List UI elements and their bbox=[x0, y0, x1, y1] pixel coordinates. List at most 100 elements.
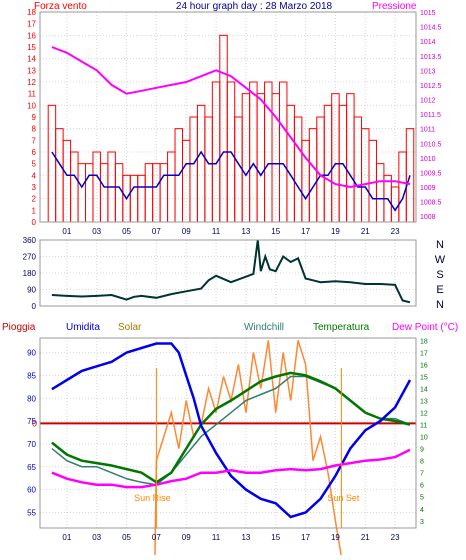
wind-y-tick-label: 15 bbox=[27, 43, 36, 52]
wind-y-tick-label: 8 bbox=[32, 125, 37, 134]
pressure-y-tick-label: 1013.5 bbox=[420, 54, 442, 61]
temperature-y-tick-label: 3 bbox=[420, 519, 424, 526]
temperature-y-tick-label: 18 bbox=[420, 338, 428, 345]
wind-y-tick-label: 14 bbox=[27, 55, 36, 64]
compass-label: N bbox=[436, 299, 444, 311]
x-tick-label: 09 bbox=[182, 533, 191, 542]
humidity-y-tick-label: 70 bbox=[27, 440, 36, 449]
pressure-y-axis: 1008 1008.5 1009 1009.5 1010 1010.5 1011 1011.5… bbox=[420, 10, 442, 221]
compass-label: W bbox=[435, 254, 446, 266]
windchill-label: Windchill bbox=[244, 322, 284, 333]
wind-y-tick-label: 9 bbox=[32, 113, 37, 122]
pressure-y-tick-label: 1012.5 bbox=[420, 83, 442, 90]
pressure-line bbox=[51, 46, 411, 189]
wind-average-line bbox=[51, 150, 411, 212]
wind-y-tick-label: 12 bbox=[27, 78, 36, 87]
temperature-y-tick-label: 6 bbox=[420, 483, 424, 490]
wind-y-tick-label: 0 bbox=[32, 218, 37, 227]
wind-x-axis: 01 03 05 07 09 11 13 15 17 19 21 23 bbox=[62, 227, 400, 236]
x-tick-label: 11 bbox=[212, 533, 221, 542]
solar-label: Solar bbox=[118, 322, 142, 333]
x-tick-label: 17 bbox=[301, 533, 310, 542]
sunrise-annotation: Sun Rise bbox=[134, 493, 171, 503]
temperature-y-tick-label: 7 bbox=[420, 471, 424, 478]
direction-y-tick-label: 90 bbox=[27, 286, 36, 295]
temperature-y-tick-label: 5 bbox=[420, 495, 424, 502]
wind-y-tick-label: 11 bbox=[28, 90, 37, 99]
wind-force-label: Forza vento bbox=[34, 1, 87, 12]
temperature-panel: Pioggia Umidita Solar Windchill Temperat… bbox=[2, 322, 458, 558]
x-tick-label: 03 bbox=[92, 227, 101, 236]
x-tick-label: 01 bbox=[62, 227, 71, 236]
pressure-y-tick-label: 1013 bbox=[420, 68, 436, 75]
wind-y-tick-label: 3 bbox=[32, 183, 37, 192]
rain-value: 0 bbox=[32, 418, 37, 428]
x-tick-label: 19 bbox=[331, 533, 340, 542]
humidity-y-tick-label: 55 bbox=[27, 508, 36, 517]
pressure-y-tick-label: 1012 bbox=[420, 98, 436, 105]
pressure-y-tick-label: 1008.5 bbox=[420, 200, 442, 207]
temperature-y-tick-label: 4 bbox=[420, 507, 424, 514]
wind-y-tick-label: 13 bbox=[27, 66, 36, 75]
pressure-y-tick-label: 1009 bbox=[420, 185, 436, 192]
x-tick-label: 23 bbox=[391, 227, 400, 236]
humidity-label: Umidita bbox=[66, 322, 100, 333]
wind-y-tick-label: 2 bbox=[32, 195, 37, 204]
direction-y-axis: 0 90 180 270 360 bbox=[23, 236, 37, 311]
temperature-x-axis: 01 03 05 07 09 11 13 15 17 19 21 23 bbox=[62, 533, 400, 542]
pressure-y-tick-label: 1015 bbox=[420, 10, 436, 17]
wind-y-tick-label: 4 bbox=[32, 171, 37, 180]
wind-y-tick-label: 17 bbox=[27, 20, 36, 29]
x-tick-label: 07 bbox=[152, 227, 161, 236]
x-tick-label: 15 bbox=[271, 227, 280, 236]
temperature-label: Temperatura bbox=[313, 322, 370, 333]
temperature-y-tick-label: 13 bbox=[420, 399, 428, 406]
wind-y-tick-label: 6 bbox=[32, 148, 37, 157]
direction-plot-frame bbox=[39, 239, 417, 307]
x-tick-label: 01 bbox=[62, 533, 71, 542]
wind-y-tick-label: 18 bbox=[27, 8, 36, 17]
dewpoint-line bbox=[51, 448, 411, 489]
x-tick-label: 09 bbox=[182, 227, 191, 236]
pressure-label: Pressione bbox=[372, 1, 417, 12]
humidity-y-tick-label: 60 bbox=[27, 486, 36, 495]
direction-y-tick-label: 0 bbox=[32, 302, 37, 311]
humidity-y-tick-label: 80 bbox=[27, 394, 36, 403]
direction-y-tick-label: 360 bbox=[23, 236, 37, 245]
wind-y-tick-label: 7 bbox=[32, 136, 37, 145]
temperature-y-tick-label: 9 bbox=[420, 447, 424, 454]
x-tick-label: 05 bbox=[122, 227, 131, 236]
temperature-y-tick-label: 15 bbox=[420, 374, 428, 381]
temperature-y-tick-label: 17 bbox=[420, 350, 428, 357]
chart-title: 24 hour graph day : 28 Marzo 2018 bbox=[176, 1, 333, 12]
solar-line bbox=[51, 340, 410, 558]
pressure-y-tick-label: 1009.5 bbox=[420, 170, 442, 177]
temperature-y-axis: 3 4 5 6 7 8 9 10 11 12 13 14 15 16 17 18 bbox=[420, 338, 428, 525]
pressure-y-tick-label: 1010 bbox=[420, 156, 436, 163]
direction-y-tick-label: 180 bbox=[23, 269, 37, 278]
x-tick-label: 17 bbox=[301, 227, 310, 236]
x-tick-label: 05 bbox=[122, 533, 131, 542]
sunset-annotation: Sun Set bbox=[327, 493, 360, 503]
pressure-y-tick-label: 1014.5 bbox=[420, 25, 442, 32]
direction-y-tick-label: 270 bbox=[23, 253, 37, 262]
humidity-y-axis: 55 60 65 70 75 80 85 90 bbox=[27, 349, 36, 518]
pressure-y-tick-label: 1010.5 bbox=[420, 141, 442, 148]
x-tick-label: 23 bbox=[391, 533, 400, 542]
x-tick-label: 13 bbox=[241, 227, 250, 236]
x-tick-label: 03 bbox=[92, 533, 101, 542]
compass-label: N bbox=[436, 239, 444, 251]
wind-y-tick-label: 5 bbox=[32, 160, 37, 169]
pressure-y-tick-label: 1014 bbox=[420, 39, 436, 46]
humidity-y-tick-label: 85 bbox=[27, 371, 36, 380]
temperature-y-tick-label: 10 bbox=[420, 435, 428, 442]
temperature-y-tick-label: 8 bbox=[420, 459, 424, 466]
x-tick-label: 15 bbox=[271, 533, 280, 542]
pressure-y-tick-label: 1008 bbox=[420, 214, 436, 221]
humidity-y-tick-label: 75 bbox=[27, 417, 36, 426]
x-tick-label: 11 bbox=[212, 227, 221, 236]
wind-y-tick-label: 10 bbox=[27, 101, 36, 110]
